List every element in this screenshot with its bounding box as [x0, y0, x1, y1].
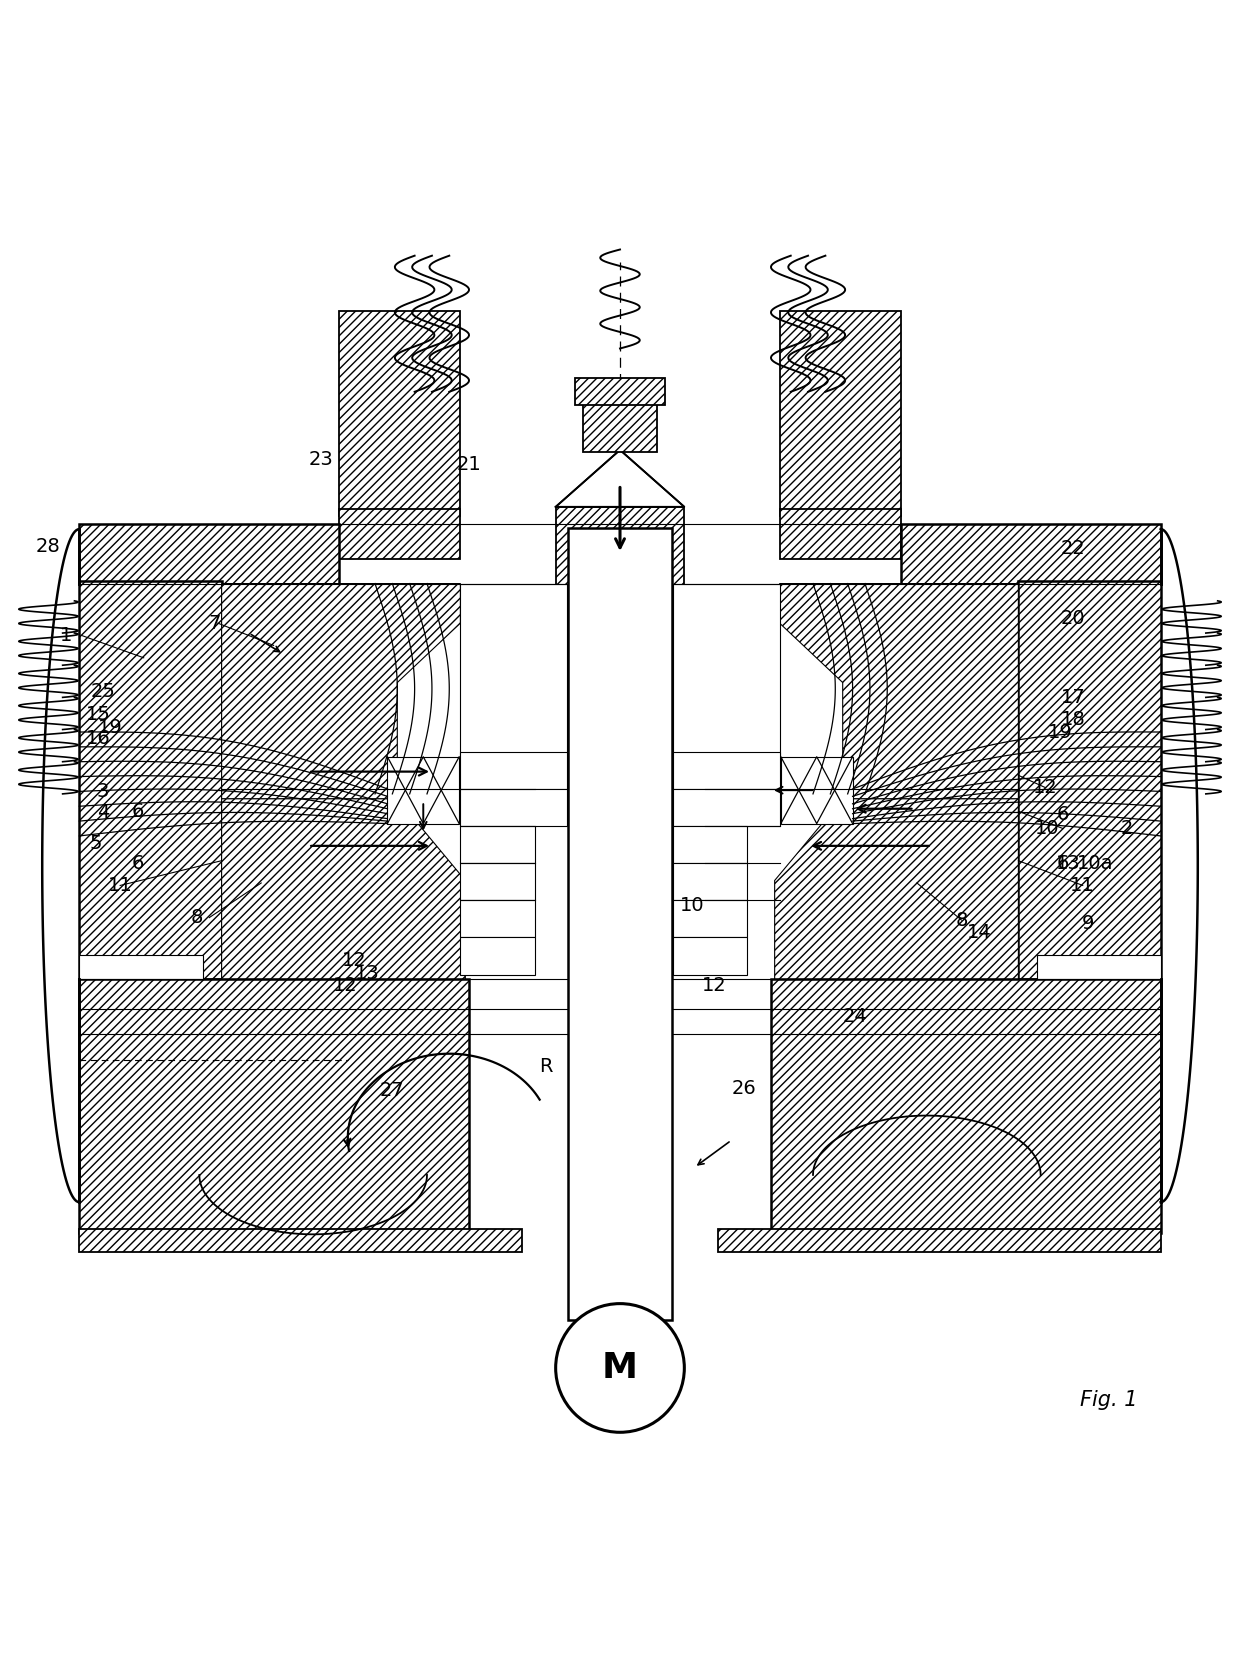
Bar [340, 509, 460, 558]
Bar [673, 937, 748, 974]
Bar [718, 1230, 1161, 1251]
Text: 16: 16 [86, 728, 110, 748]
Text: 24: 24 [843, 1007, 868, 1025]
Text: 5: 5 [89, 834, 102, 853]
Bar [79, 524, 340, 583]
Bar [1018, 582, 1161, 979]
Text: 6: 6 [1056, 806, 1069, 824]
Text: 27: 27 [379, 1082, 404, 1100]
Bar [460, 751, 567, 789]
Text: 6: 6 [131, 854, 144, 873]
Text: 14: 14 [966, 922, 991, 942]
Text: 15: 15 [86, 705, 110, 725]
Bar [79, 1230, 522, 1251]
Text: 7: 7 [208, 613, 221, 633]
Text: 13: 13 [355, 964, 379, 982]
Bar [673, 863, 748, 901]
Polygon shape [780, 583, 1018, 799]
Bar [568, 529, 672, 1320]
Bar [673, 901, 748, 937]
Text: 4: 4 [97, 803, 109, 823]
Bar [1037, 954, 1161, 979]
Bar [583, 402, 657, 452]
Text: 12: 12 [334, 976, 357, 996]
Text: 11: 11 [1070, 876, 1095, 894]
Text: 8: 8 [955, 911, 967, 929]
Bar [460, 789, 567, 826]
Text: 1: 1 [60, 627, 72, 645]
Text: 17: 17 [1060, 688, 1085, 706]
Bar [900, 524, 1161, 583]
Text: 2: 2 [1121, 819, 1133, 838]
Bar [340, 311, 460, 515]
Text: Fig. 1: Fig. 1 [1080, 1389, 1138, 1409]
Text: R: R [539, 1057, 553, 1075]
Text: 13: 13 [1055, 854, 1080, 873]
Text: 11: 11 [108, 876, 133, 894]
Bar [673, 789, 780, 826]
Text: 3: 3 [97, 781, 109, 801]
Bar [460, 901, 534, 937]
Bar [780, 311, 900, 515]
Text: 12: 12 [342, 951, 366, 971]
Text: 26: 26 [732, 1079, 756, 1099]
Text: 18: 18 [1060, 710, 1085, 730]
Bar [673, 826, 748, 863]
Text: 9: 9 [1081, 914, 1094, 934]
Bar [771, 979, 1161, 1233]
Text: M: M [601, 1351, 639, 1384]
Bar [575, 379, 665, 406]
Text: 6: 6 [1056, 854, 1069, 873]
Text: 25: 25 [91, 681, 115, 701]
Circle shape [556, 1303, 684, 1433]
Text: 10: 10 [1034, 819, 1059, 838]
Text: 22: 22 [1060, 540, 1085, 558]
Text: 6: 6 [131, 801, 144, 821]
Bar [781, 756, 853, 824]
Text: 28: 28 [36, 537, 61, 555]
Polygon shape [775, 799, 1018, 979]
Bar [460, 826, 534, 863]
Text: 20: 20 [1060, 608, 1085, 628]
Bar [673, 583, 780, 789]
Text: 12: 12 [1033, 778, 1058, 798]
Text: 23: 23 [309, 450, 334, 469]
Text: 10: 10 [680, 896, 704, 914]
Text: 19: 19 [1048, 723, 1073, 741]
Bar [460, 583, 567, 789]
Bar [387, 756, 459, 824]
Bar [673, 751, 780, 789]
Text: 10a: 10a [1076, 854, 1114, 873]
Bar [79, 954, 203, 979]
Bar [79, 979, 469, 1233]
Bar [79, 582, 222, 979]
Polygon shape [222, 799, 465, 979]
Bar [460, 863, 534, 901]
Bar [556, 507, 684, 608]
Text: 19: 19 [98, 718, 123, 736]
Text: 12: 12 [702, 976, 727, 996]
Text: 8: 8 [191, 907, 203, 927]
Bar [780, 509, 900, 558]
Polygon shape [556, 450, 684, 507]
Polygon shape [222, 583, 460, 799]
Text: 21: 21 [456, 455, 481, 474]
Bar [460, 937, 534, 974]
